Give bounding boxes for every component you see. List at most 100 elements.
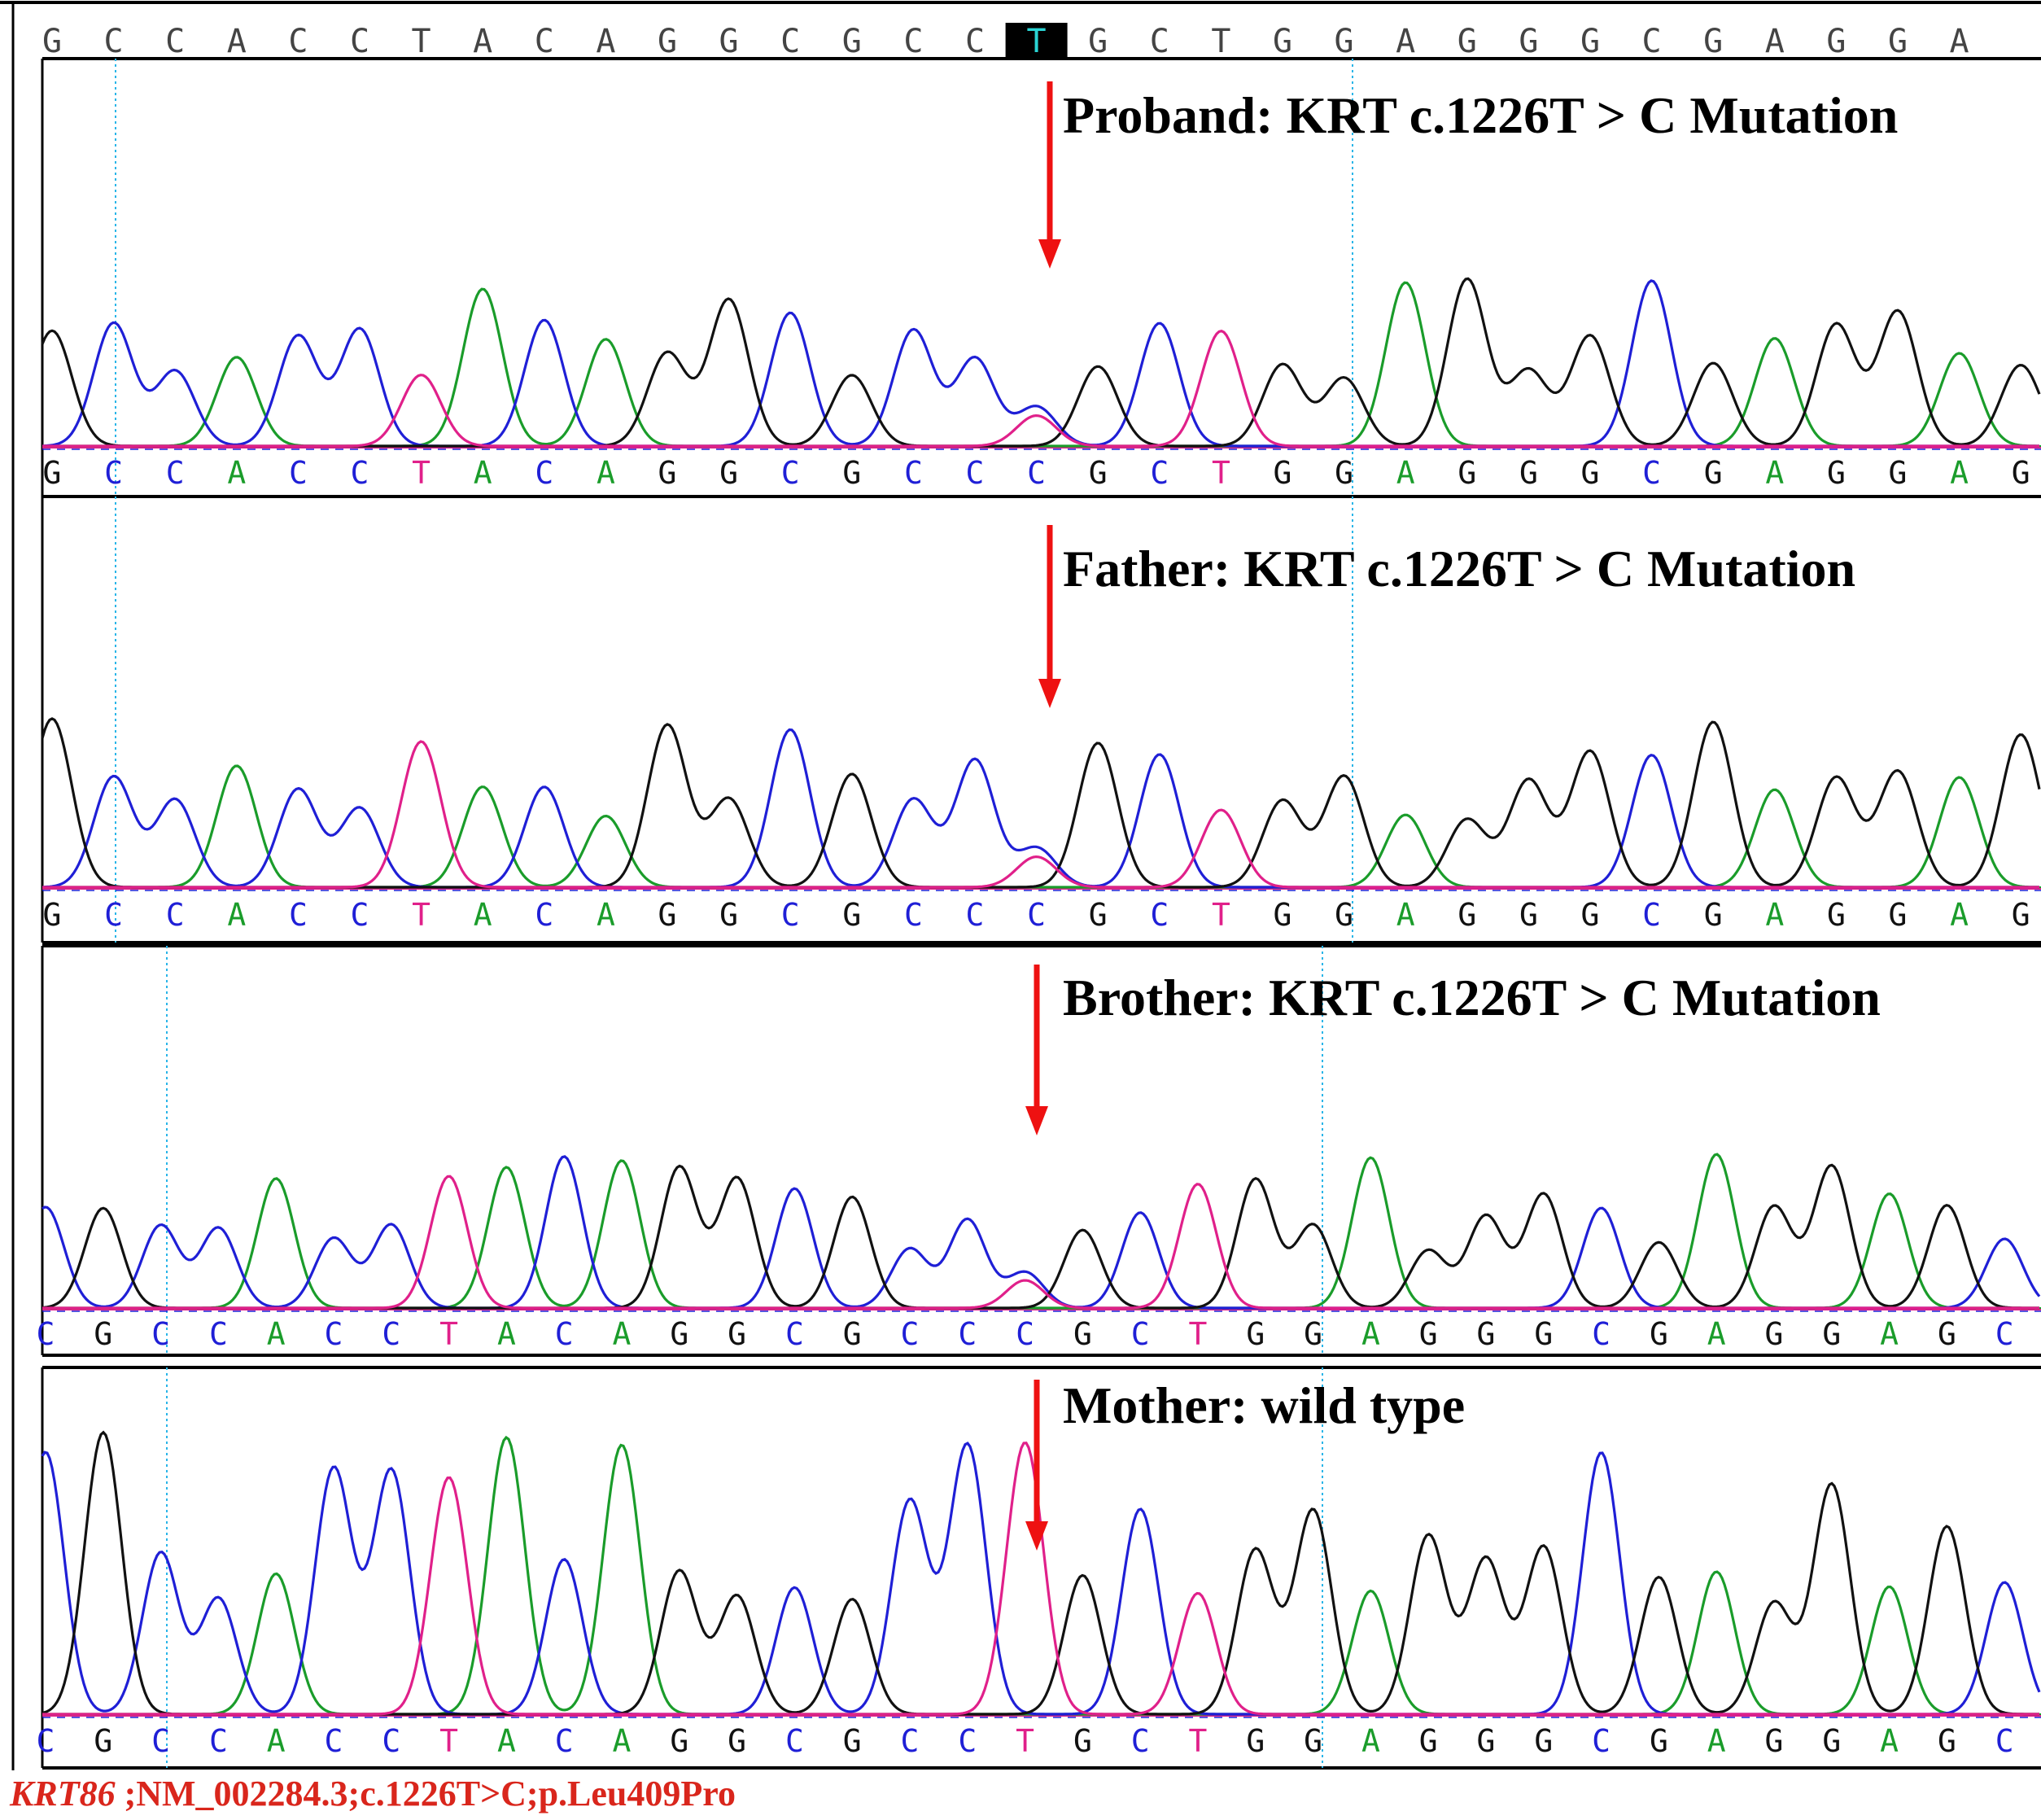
base-call: C <box>166 897 185 933</box>
base-call: C <box>958 1316 977 1352</box>
base-call: G <box>1073 1723 1092 1759</box>
base-call: A <box>597 455 615 491</box>
base-call: A <box>1880 1723 1899 1759</box>
base-call: C <box>785 1723 804 1759</box>
base-call: A <box>1765 455 1784 491</box>
base-call: C <box>555 1723 574 1759</box>
base-call: G <box>1581 455 1600 491</box>
panel-title-father: Father: KRT c.1226T > C Mutation <box>1063 540 1856 597</box>
base-call: G <box>94 1723 112 1759</box>
base-call: C <box>1150 897 1169 933</box>
base-call: G <box>94 1316 112 1352</box>
base-call: G <box>1827 897 1846 933</box>
base-call: C <box>904 897 923 933</box>
base-call: C <box>901 1316 920 1352</box>
base-call: G <box>1477 1316 1496 1352</box>
base-call: G <box>658 897 677 933</box>
reference-base: G <box>1580 23 1600 60</box>
base-call: G <box>1704 455 1723 491</box>
base-call: G <box>1822 1723 1841 1759</box>
base-call: A <box>1361 1316 1380 1352</box>
base-call: C <box>166 455 185 491</box>
base-call: G <box>658 455 677 491</box>
base-call: G <box>1650 1316 1668 1352</box>
base-call: A <box>267 1316 286 1352</box>
reference-base: C <box>780 23 800 60</box>
reference-base: T <box>412 23 431 60</box>
base-call: G <box>1889 897 1908 933</box>
base-call: G <box>1889 455 1908 491</box>
base-call: G <box>670 1316 688 1352</box>
reference-base: C <box>350 23 369 60</box>
reference-base: G <box>1703 23 1723 60</box>
base-call: A <box>1880 1316 1899 1352</box>
variant-footer: KRT86 ;NM_002284.3;c.1226T>C;p.Leu409Pro <box>10 1773 736 1814</box>
base-call: C <box>151 1723 170 1759</box>
base-call: C <box>37 1723 55 1759</box>
base-call: G <box>1519 897 1538 933</box>
base-call: A <box>1396 455 1415 491</box>
reference-base: G <box>842 23 862 60</box>
reference-base: G <box>1519 23 1538 60</box>
base-call: G <box>1458 897 1476 933</box>
reference-base: G <box>42 23 62 60</box>
trace-G <box>42 1430 2039 1716</box>
base-call: A <box>474 897 492 933</box>
base-call: G <box>1534 1723 1553 1759</box>
base-call: G <box>1765 1316 1784 1352</box>
reference-base: A <box>227 23 247 60</box>
base-call: C <box>958 1723 977 1759</box>
base-call: A <box>1765 897 1784 933</box>
base-call: G <box>43 897 62 933</box>
base-call: G <box>728 1723 746 1759</box>
base-call: T <box>1212 897 1230 933</box>
base-call: C <box>1027 455 1046 491</box>
mutation-arrow-icon <box>1038 525 1061 708</box>
base-call: G <box>1477 1723 1496 1759</box>
base-call: T <box>439 1316 458 1352</box>
base-call: G <box>1335 897 1353 933</box>
base-call: T <box>1189 1316 1208 1352</box>
base-call: G <box>670 1723 688 1759</box>
base-call: C <box>1642 897 1661 933</box>
trace-T <box>42 330 2039 448</box>
reference-base: C <box>903 23 923 60</box>
base-call: C <box>535 455 553 491</box>
base-call: C <box>37 1316 55 1352</box>
base-call: G <box>1089 897 1108 933</box>
base-call: A <box>1707 1723 1726 1759</box>
reference-highlight-box <box>1005 23 1068 59</box>
base-call: G <box>1458 455 1476 491</box>
base-call: T <box>412 455 430 491</box>
base-call: A <box>613 1316 632 1352</box>
base-call: G <box>1419 1723 1438 1759</box>
reference-base-highlighted: T <box>1027 23 1047 60</box>
reference-base: C <box>104 23 124 60</box>
reference-base: A <box>1765 23 1785 60</box>
reference-base: G <box>719 23 739 60</box>
chromatogram-panels: G C C A C C T A C A G G C G C C C G C T G G A G G G C G A G G A G G C C A C C T… <box>37 57 2041 1770</box>
base-call: A <box>1950 897 1969 933</box>
base-call: C <box>104 897 123 933</box>
base-call: G <box>719 897 738 933</box>
base-call: C <box>785 1316 804 1352</box>
base-call: C <box>351 897 369 933</box>
base-call: A <box>474 455 492 491</box>
reference-base: C <box>165 23 185 60</box>
base-call: A <box>227 455 246 491</box>
reference-base: G <box>1458 23 1477 60</box>
base-call: C <box>351 455 369 491</box>
base-call: T <box>1189 1723 1208 1759</box>
base-call: C <box>1150 455 1169 491</box>
base-call: C <box>382 1723 400 1759</box>
reference-base: A <box>596 23 615 60</box>
base-call: A <box>497 1723 516 1759</box>
reference-base: T <box>1211 23 1230 60</box>
base-call: A <box>1361 1723 1380 1759</box>
base-call: C <box>901 1723 920 1759</box>
base-call: G <box>1246 1723 1265 1759</box>
